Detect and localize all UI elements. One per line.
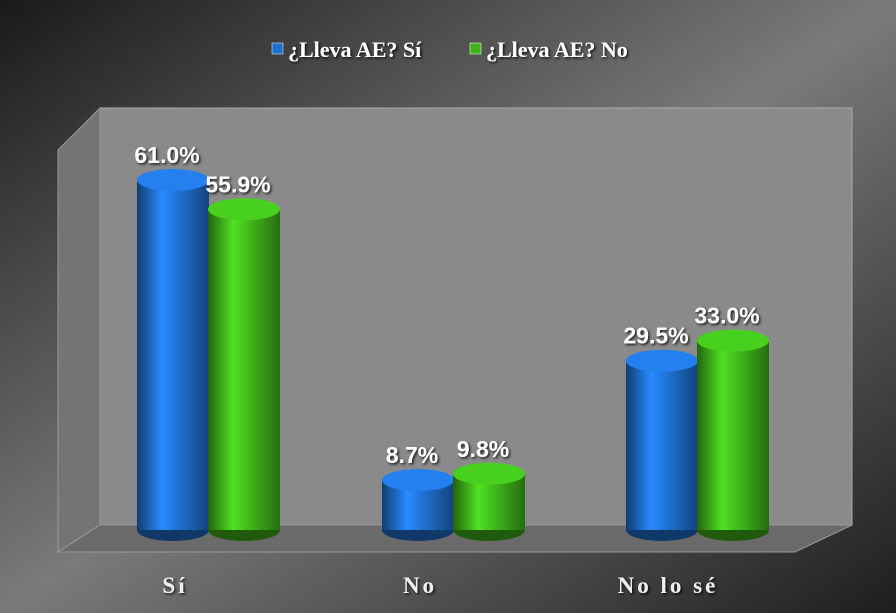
data-label: 8.7% xyxy=(386,442,438,468)
legend-swatch xyxy=(271,42,284,55)
bar-top xyxy=(453,462,525,485)
bar-body xyxy=(697,340,769,530)
bar-body xyxy=(137,180,209,530)
bar-top xyxy=(208,198,280,221)
bar-top xyxy=(697,329,769,352)
data-label: 33.0% xyxy=(694,303,759,329)
data-label: 29.5% xyxy=(623,323,688,349)
bar xyxy=(697,329,769,541)
legend-swatch xyxy=(469,42,482,55)
bar-body xyxy=(626,360,698,530)
data-label: 61.0% xyxy=(134,142,199,168)
legend-label: ¿Lleva AE? Sí xyxy=(288,37,422,62)
bar-top xyxy=(382,469,454,492)
bar xyxy=(453,462,525,541)
bar xyxy=(626,349,698,541)
x-tick-label: No lo sé xyxy=(618,573,719,598)
legend-label: ¿Lleva AE? No xyxy=(486,37,628,62)
bar xyxy=(208,198,280,541)
data-label: 9.8% xyxy=(457,436,509,462)
bar-top xyxy=(137,169,209,191)
x-tick-label: No xyxy=(403,573,437,598)
x-tick-label: Sí xyxy=(162,573,187,598)
legend: ¿Lleva AE? Sí ¿Lleva AE? No xyxy=(271,37,628,62)
bar-body xyxy=(208,209,280,530)
data-label: 55.9% xyxy=(205,171,270,197)
bar-top xyxy=(626,349,698,372)
bar xyxy=(137,169,209,541)
bar xyxy=(382,469,454,541)
side-wall xyxy=(57,106,101,553)
